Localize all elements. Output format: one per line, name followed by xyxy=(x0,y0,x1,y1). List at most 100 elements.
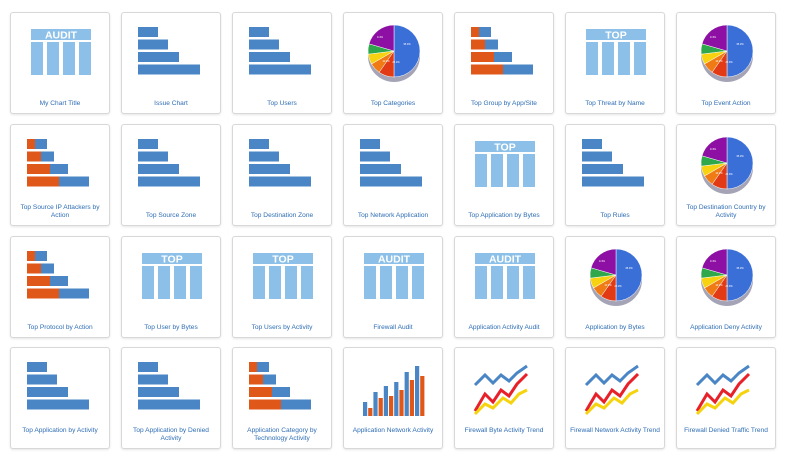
pie-label: 35.0% xyxy=(736,154,744,158)
report-card[interactable]: TOP Top Threat by Name xyxy=(565,12,665,114)
column xyxy=(31,42,43,75)
banner xyxy=(142,253,202,264)
report-card[interactable]: Top Network Application xyxy=(343,124,443,226)
pie-label: 22.0% xyxy=(725,284,733,288)
column xyxy=(378,398,383,416)
report-card[interactable]: Top Protocol by Action xyxy=(10,236,110,338)
report-card[interactable]: Firewall Denied Traffic Trend xyxy=(676,347,776,449)
report-card[interactable]: TOP Top Users by Activity xyxy=(232,236,332,338)
column xyxy=(190,266,202,299)
bar-segment xyxy=(27,164,50,174)
report-title: Top Network Application xyxy=(357,212,429,219)
report-card[interactable]: Top Group by App/Site xyxy=(454,12,554,114)
report-title: Top Protocol by Action xyxy=(27,324,93,331)
bar-segment xyxy=(27,139,47,149)
horizontal-bar-icon xyxy=(360,139,422,187)
bar-segment xyxy=(249,374,263,385)
pie-label: 35.0% xyxy=(736,42,744,46)
audit-report-icon: AUDIT xyxy=(364,253,424,299)
pie-label: 10.0% xyxy=(604,283,612,287)
report-card[interactable]: AUDIT Firewall Audit xyxy=(343,236,443,338)
report-title: Application Activity Audit xyxy=(468,324,540,331)
report-thumbnail xyxy=(584,364,640,416)
pie-label: 9.4% xyxy=(710,147,717,151)
horizontal-bar-icon xyxy=(138,27,200,75)
pie-label: 9.4% xyxy=(710,35,717,39)
pie-slice xyxy=(701,24,728,52)
report-thumbnail xyxy=(695,364,751,416)
column xyxy=(47,42,59,75)
report-card[interactable]: TOP Top Application by Bytes xyxy=(454,124,554,226)
report-thumbnail xyxy=(582,139,644,187)
column xyxy=(475,266,487,299)
line-chart-icon xyxy=(695,364,751,416)
report-card[interactable]: Top Source Zone xyxy=(121,124,221,226)
bar-segment xyxy=(471,27,479,37)
report-title: Application by Bytes xyxy=(585,324,645,331)
bar xyxy=(582,151,612,162)
column xyxy=(523,266,535,299)
report-card[interactable]: Top Destination Zone xyxy=(232,124,332,226)
report-card[interactable]: AUDIT My Chart Title xyxy=(10,12,110,114)
report-thumbnail xyxy=(27,362,89,410)
report-title: Top Users by Activity xyxy=(251,324,313,331)
banner-text: TOP xyxy=(272,254,293,266)
report-thumbnail: 35.0% 22.0%10.0% 9.4% xyxy=(700,136,754,194)
report-thumbnail: AUDIT xyxy=(364,253,424,299)
pie-slice xyxy=(615,248,643,302)
report-card[interactable]: 35.0% 22.0% 10.0% 9.4% Application Deny Acti… xyxy=(676,236,776,338)
report-card[interactable]: 35.0% 22.0% 10.0% 9.4% Application by Bytes xyxy=(565,236,665,338)
column xyxy=(79,42,91,75)
bar-segment xyxy=(27,288,59,299)
report-card[interactable]: Top Users xyxy=(232,12,332,114)
pie-slice xyxy=(726,24,754,78)
bar xyxy=(249,139,269,149)
horizontal-bar-icon xyxy=(138,362,200,410)
bar xyxy=(582,139,602,149)
report-title: Top Event Action xyxy=(701,100,751,107)
report-card[interactable]: Application Network Activity xyxy=(343,347,443,449)
pie-slice xyxy=(590,248,617,276)
report-card[interactable]: Top Rules xyxy=(565,124,665,226)
bar xyxy=(582,164,623,174)
report-card[interactable]: Application Category by Technology Activ… xyxy=(232,347,332,449)
report-title: Top Threat by Name xyxy=(585,100,645,107)
report-title: Application Category by Technology Activ… xyxy=(247,427,317,442)
column xyxy=(63,42,75,75)
report-card[interactable]: 35.0% 22.0% 10.0% 9.4% Top Destination Count… xyxy=(676,124,776,226)
bar-segment xyxy=(27,251,47,261)
report-card[interactable]: 35.0% 22.0% 10.0% 9.4% Top Event Action xyxy=(676,12,776,114)
bar-segment xyxy=(249,387,272,397)
report-thumbnail xyxy=(473,364,529,416)
pie-label: 35.0% xyxy=(736,266,744,270)
report-thumbnail: TOP xyxy=(253,253,313,299)
report-card[interactable]: 35.0% 22.0% 10.0% 9.4% Top Categories xyxy=(343,12,443,114)
bar-segment xyxy=(249,362,257,372)
report-card[interactable]: Issue Chart xyxy=(121,12,221,114)
report-card[interactable]: Firewall Byte Activity Trend xyxy=(454,347,554,449)
pie-label: 22.0% xyxy=(392,60,400,64)
pie-chart-icon: 35.0% 22.0%10.0% 9.4% xyxy=(700,248,754,306)
pie-chart-icon: 35.0% 22.0%10.0% 9.4% xyxy=(700,24,754,82)
pie-label: 22.0% xyxy=(725,172,733,176)
report-card[interactable]: Top Application by Denied Activity xyxy=(121,347,221,449)
report-card[interactable]: TOP Top User by Bytes xyxy=(121,236,221,338)
bar-segment xyxy=(471,27,491,37)
report-title: Top Destination Zone xyxy=(250,212,314,219)
report-thumbnail: AUDIT xyxy=(31,29,91,75)
banner xyxy=(253,253,313,264)
report-card[interactable]: Top Source IP Attackers by Action xyxy=(10,124,110,226)
bar-segment xyxy=(471,52,494,62)
report-title: Top User by Bytes xyxy=(144,324,198,331)
report-thumbnail xyxy=(138,139,200,187)
bar xyxy=(138,39,168,50)
trend-line xyxy=(695,388,750,416)
report-card[interactable]: Top Application by Activity xyxy=(10,347,110,449)
report-card[interactable]: Firewall Network Activity Trend xyxy=(565,347,665,449)
report-card[interactable]: AUDIT Application Activity Audit xyxy=(454,236,554,338)
report-thumbnail xyxy=(249,362,311,410)
report-title: Application Network Activity xyxy=(352,427,434,434)
banner-text: AUDIT xyxy=(45,30,78,42)
column xyxy=(389,396,394,416)
